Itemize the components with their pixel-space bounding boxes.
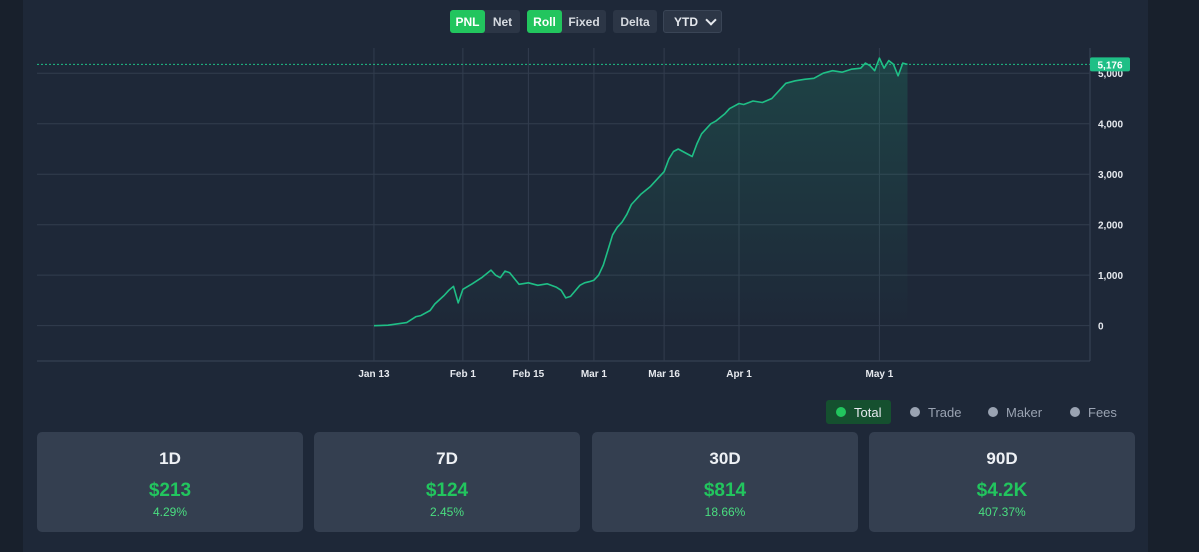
legend-label: Maker [1006, 404, 1043, 420]
legend-trade[interactable]: Trade [910, 400, 961, 424]
stat-card-30d: 30D $814 18.66% [592, 432, 858, 532]
stat-amount: $4.2K [976, 480, 1028, 501]
mode-toggle: PNL Net [450, 10, 520, 33]
stat-percent: 2.45% [429, 505, 465, 519]
legend-label: Total [854, 404, 882, 420]
legend-dot-icon [1070, 407, 1080, 417]
stat-percent: 407.37% [978, 505, 1026, 519]
net-option[interactable]: Net [492, 14, 513, 29]
legend-dot-icon [836, 407, 846, 417]
x-tick-label: Jan 13 [358, 369, 390, 380]
x-tick-label: Feb 1 [450, 369, 477, 380]
legend-dot-icon [988, 407, 998, 417]
stat-card-90d: 90D $4.2K 407.37% [869, 432, 1135, 532]
stat-amount: $814 [703, 480, 747, 501]
stat-period: 30D [709, 449, 741, 468]
fixed-option[interactable]: Fixed [568, 14, 600, 29]
x-tick-label: Mar 1 [581, 369, 608, 380]
legend-maker[interactable]: Maker [988, 400, 1042, 424]
y-tick-label: 1,000 [1098, 271, 1123, 282]
pnl-series-line [373, 57, 908, 327]
current-value-label: 5,176 [1097, 60, 1122, 71]
stat-period: 90D [986, 449, 1018, 468]
roll-option[interactable]: Roll [527, 10, 562, 33]
x-tick-label: Apr 1 [726, 369, 752, 380]
pnl-option[interactable]: PNL [450, 10, 485, 33]
stat-card-1d: 1D $213 4.29% [37, 432, 303, 532]
range-select[interactable]: YTD [663, 10, 722, 33]
legend-label: Trade [928, 404, 962, 420]
stat-period: 1D [159, 449, 181, 468]
y-tick-label: 3,000 [1098, 170, 1123, 181]
chevron-down-icon [705, 14, 717, 26]
delta-button[interactable]: Delta [613, 10, 657, 33]
pnl-area [373, 58, 908, 326]
y-tick-label: 4,000 [1098, 120, 1123, 131]
legend-dot-icon [910, 407, 920, 417]
range-select-value: YTD [674, 14, 698, 29]
y-tick-label: 5,000 [1098, 69, 1123, 80]
pricing-toggle: Roll Fixed [527, 10, 606, 33]
legend-label: Fees [1088, 404, 1117, 420]
x-tick-label: Mar 16 [648, 369, 680, 380]
stat-period: 7D [436, 449, 458, 468]
y-tick-label: 2,000 [1098, 221, 1123, 232]
current-value-badge [1090, 57, 1130, 72]
stat-percent: 18.66% [704, 505, 746, 519]
legend-total[interactable]: Total [826, 400, 892, 424]
stat-amount: $213 [148, 480, 192, 501]
x-tick-label: Feb 15 [513, 369, 545, 380]
stat-amount: $124 [425, 480, 469, 501]
stat-percent: 4.29% [152, 505, 188, 519]
legend-fees[interactable]: Fees [1070, 400, 1117, 424]
x-tick-label: May 1 [866, 369, 894, 380]
stat-card-7d: 7D $124 2.45% [314, 432, 580, 532]
y-tick-label: 0 [1098, 322, 1104, 333]
